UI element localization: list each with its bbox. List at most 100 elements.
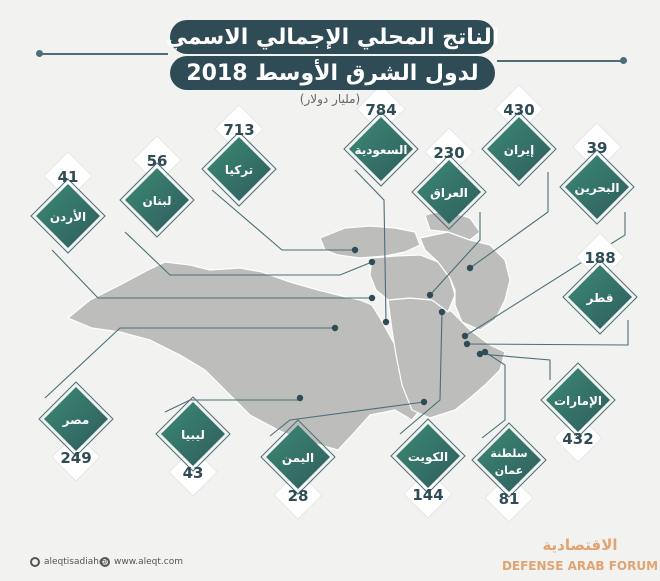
leader-dot [481,348,489,356]
country-diamond [565,155,629,219]
country-diamond [44,387,108,451]
country-tiles: الأردن 41 لبنان 56 تركيا 713 السعودية 784 العراق… [30,84,638,523]
gdp-value-label: 432 [562,430,593,448]
tile-outline [30,178,106,254]
country-name-label: السعودية [354,143,407,158]
unit-label: (مليار دولار) [299,92,361,106]
leader-dot [461,332,469,340]
gdp-value-label: 39 [587,139,608,157]
map-turkey [319,225,421,259]
country-tile: إيران 430 [481,84,557,187]
tile-outline [559,149,635,225]
gdp-value-label: 41 [58,168,79,186]
leader-line [399,311,443,435]
map-north-africa [67,261,421,451]
country-diamond [568,265,632,329]
country-diamond [487,117,551,181]
tile-outline [562,259,638,335]
chart-title-line-2: لدول الشرق الأوسط 2018 [170,56,495,90]
social-handle: aleqtisadiah@ [44,557,108,567]
country-tile: قطر 188 [562,232,638,335]
tile-outline [38,381,114,457]
leader-line [429,212,481,296]
country-name-label: الكويت [408,450,448,465]
leader-line [469,172,549,269]
leader-line [464,212,626,337]
leader-line [481,351,506,439]
country-name-label: مصر [62,413,90,427]
country-tile: ليبيا 43 [155,396,231,497]
leader-line [124,231,373,276]
value-diamond [273,470,323,520]
country-name-label: عمان [495,464,523,477]
country-name-label: اليمن [282,451,314,465]
country-diamond [546,368,610,432]
leader-dot [351,246,359,254]
country-diamond [125,168,189,232]
country-tile: سلطنة عمان 81 [471,422,547,523]
gdp-value-label: 188 [584,249,615,267]
country-tile: لبنان 56 [119,135,195,238]
leader-line [354,169,387,323]
country-tile: الكويت 144 [390,418,466,519]
country-tile: العراق 230 [411,127,487,230]
leader-dot [426,291,434,299]
country-tile: اليمن 28 [260,419,336,520]
gdp-value-label: 784 [365,101,396,119]
country-diamond [477,428,541,492]
gdp-value-label: 713 [223,121,254,139]
country-diamond [417,160,481,224]
tile-outline [471,422,547,498]
leader-line [44,327,335,399]
country-diamond [161,402,225,466]
gdp-value-label: 144 [412,486,443,504]
leader-line [211,189,355,251]
title-line-left [40,53,168,55]
gdp-value-label: 56 [147,152,168,170]
country-name-label: الإمارات [554,394,602,408]
country-name-label: الأردن [50,209,86,224]
tile-outline [411,154,487,230]
country-name-label: سلطنة [490,447,527,460]
map-iran [419,231,511,331]
title-dot-left [36,50,43,57]
web-icon [100,557,110,567]
tile-outline [201,131,277,207]
leader-lines [44,169,629,439]
leader-dot [368,258,376,266]
country-diamond [266,425,330,489]
tile-outline [343,111,419,187]
value-diamond [403,469,453,519]
leader-line [466,320,629,346]
leader-line [479,353,551,380]
leader-dot [382,318,390,326]
country-name-label: تركيا [225,163,253,177]
gdp-value-label: 230 [433,144,464,162]
country-name-label: البحرين [575,181,620,195]
value-diamond [168,447,218,497]
chart-title-line-1: الناتج المحلي الإجمالي الاسمي [166,20,499,54]
leader-dot [438,308,446,316]
leader-dot [368,294,376,302]
value-diamond [553,413,603,463]
country-tile: البحرين 39 [559,122,635,225]
tile-outline [260,419,336,495]
leader-line [51,249,372,299]
country-tile: الإمارات 432 [540,362,616,463]
country-name-label: إيران [504,143,534,157]
social-icon [30,557,40,567]
country-tile: تركيا 713 [201,104,277,207]
gdp-value-label: 249 [60,449,91,467]
country-diamond [396,424,460,488]
country-name-label: ليبيا [181,428,205,442]
watermark: الاقتصادية DEFENSE ARAB FORUM [502,536,658,573]
tile-outline [155,396,231,472]
country-tile: الأردن 41 [30,151,106,254]
leader-dot [420,398,428,406]
country-diamond [207,137,271,201]
leader-dot [463,340,471,348]
gdp-value-label: 430 [503,101,534,119]
country-diamond [36,184,100,248]
